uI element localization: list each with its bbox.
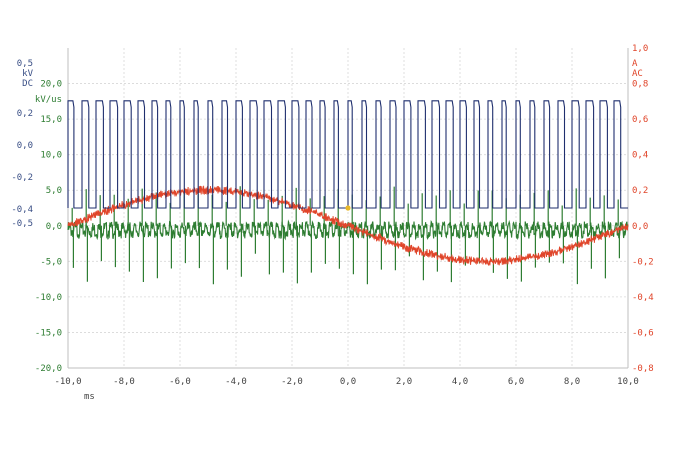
dvdt-spike	[85, 189, 88, 282]
x-tick-label: -10,0	[54, 377, 81, 387]
dvdt-spike	[253, 199, 256, 254]
x-tick-label: -2,0	[281, 377, 303, 387]
voltage-tick-label: 0,0	[17, 141, 33, 151]
dvdt-spike	[435, 195, 438, 272]
dvdt-spike	[127, 198, 130, 272]
current-axis-unit: AC	[632, 69, 643, 79]
dvdt-spike	[323, 196, 326, 264]
current-tick-label: 0,2	[632, 186, 648, 196]
voltage-tick-label: 0,2	[17, 109, 33, 119]
x-tick-label: 2,0	[396, 377, 412, 387]
dvdt-tick-label: -10,0	[35, 293, 62, 303]
dvdt-tick-label: -15,0	[35, 328, 62, 338]
voltage-axis-unit: 0,5	[17, 59, 33, 69]
dvdt-spike	[575, 188, 578, 285]
voltage-axis-unit: DC	[22, 79, 33, 89]
dvdt-tick-label: 10,0	[40, 151, 62, 161]
dvdt-spike	[225, 201, 228, 270]
current-axis-unit: A	[632, 59, 638, 69]
x-axis-unit: ms	[84, 392, 95, 402]
dvdt-spike	[169, 202, 172, 269]
dvdt-axis-unit: kV/us	[35, 95, 62, 105]
dvdt-spike	[505, 198, 508, 279]
x-tick-label: 6,0	[508, 377, 524, 387]
dvdt-spike	[141, 188, 144, 283]
dvdt-spike	[113, 194, 116, 268]
dvdt-noise-trace	[67, 219, 629, 241]
dvdt-spike	[71, 207, 74, 268]
current-tick-label: -0,6	[632, 328, 654, 338]
current-tick-label: 0,8	[632, 80, 648, 90]
dvdt-tick-label: 5,0	[46, 186, 62, 196]
dvdt-spike	[449, 190, 452, 283]
dvdt-spike	[281, 195, 284, 273]
current-tick-label: -0,4	[632, 293, 654, 303]
x-tick-label: -8,0	[113, 377, 135, 387]
dvdt-spike	[533, 192, 536, 268]
x-tick-label: 8,0	[564, 377, 580, 387]
cursor-marker	[345, 205, 351, 211]
dvdt-tick-label: 0,0	[46, 222, 62, 232]
x-tick-label: 4,0	[452, 377, 468, 387]
voltage-axis-unit: kV	[22, 69, 33, 79]
dvdt-spike	[477, 190, 480, 264]
current-ac-trace	[67, 185, 629, 266]
x-tick-label: -6,0	[169, 377, 191, 387]
dvdt-spike	[365, 200, 368, 285]
dvdt-spike	[379, 196, 382, 270]
voltage-tick-label: -0,2	[11, 173, 33, 183]
dvdt-spike	[393, 186, 396, 271]
voltage-dc-trace	[67, 100, 628, 209]
dvdt-spike	[617, 199, 620, 259]
x-tick-label: 0,0	[340, 377, 356, 387]
x-tick-label: 10,0	[617, 377, 639, 387]
current-tick-label: -0,2	[632, 257, 654, 267]
dvdt-tick-label: -20,0	[35, 364, 62, 374]
labels: -10,0 -8,0 -6,0 -4,0 -2,0 0,0 2,0 4,0 6,0 8,0 10,0…	[11, 44, 653, 402]
current-tick-label: 0,0	[632, 222, 648, 232]
dvdt-spike	[99, 195, 102, 262]
dvdt-spike	[589, 197, 592, 269]
current-tick-label: 0,6	[632, 115, 648, 125]
dvdt-spike	[267, 199, 270, 275]
dvdt-spike	[561, 205, 564, 264]
voltage-tick-label: -0,4	[11, 205, 33, 215]
x-tick-label: -4,0	[225, 377, 247, 387]
dvdt-tick-label: 20,0	[40, 80, 62, 90]
current-tick-label: -0,8	[632, 364, 654, 374]
current-tick-label: 1,0	[632, 44, 648, 54]
dvdt-tick-label: 15,0	[40, 115, 62, 125]
current-tick-label: 0,4	[632, 151, 648, 161]
voltage-tick-label: -0,5	[11, 219, 33, 229]
dvdt-tick-label: -5,0	[40, 257, 62, 267]
series-layer	[67, 100, 629, 285]
